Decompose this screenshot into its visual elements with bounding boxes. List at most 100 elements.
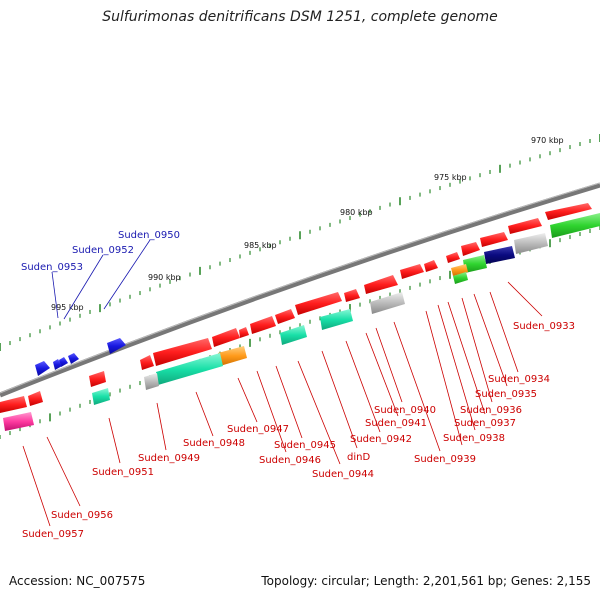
leader-line [51,271,59,319]
cog-bar [218,346,247,366]
gene-label[interactable]: Suden_0934 [488,374,550,385]
gene-arrow[interactable] [424,260,438,272]
topology-label: Topology: circular; Length: 2,201,561 bp… [261,574,591,588]
gene-label[interactable]: Suden_0957 [22,529,84,540]
gene-arrow[interactable] [400,264,424,279]
cog-bar [514,233,548,254]
gene-label[interactable]: Suden_0936 [460,405,522,416]
leader-line [375,327,403,403]
leader-line [108,417,121,464]
gene-arrow[interactable] [508,218,542,234]
gene-arrow[interactable] [68,353,79,364]
gene-label[interactable]: dinD [347,452,370,463]
cog-bar [156,353,223,385]
leader-line [321,350,358,449]
scale-label: 980 kbp [340,208,373,217]
leader-line [256,370,287,453]
gene-arrow[interactable] [480,232,508,247]
gene-label[interactable]: Suden_0945 [274,440,336,451]
leader-line [393,321,441,452]
cog-bar [144,373,159,390]
cog-bar [3,412,34,431]
scale-label: 990 kbp [148,273,181,282]
gene-arrow[interactable] [59,357,68,367]
leader-line [365,332,399,417]
cog-bar [320,309,353,330]
cog-bar [550,213,600,238]
gene-label[interactable]: Suden_0938 [443,433,505,444]
cog-bar [463,255,487,273]
forward-genes [0,203,592,413]
scale-label: 970 kbp [531,136,564,145]
leader-line [507,281,543,317]
leader-line [447,301,486,415]
forward-gene-labels: Suden_0933 Suden_0934 Suden_0935 Suden_0… [22,321,575,540]
cog-bar [92,388,110,405]
gene-arrow[interactable] [275,309,295,324]
cog-bar [370,292,405,314]
gene-label[interactable]: Suden_0946 [259,455,321,466]
gene-label[interactable]: Suden_0940 [374,405,436,416]
gene-arrow[interactable] [364,275,398,294]
cog-bar [453,272,468,284]
leader-line [237,377,258,423]
scale-labels: 970 kbp 975 kbp 980 kbp 985 kbp 990 kbp … [51,136,564,312]
leader-line [437,304,476,431]
reverse-genes [35,338,126,376]
reverse-gene-labels: Suden_0950 Suden_0952 Suden_0953 [21,230,180,273]
gene-label[interactable]: Suden_0950 [118,230,180,241]
leader-line [103,239,151,310]
gene-label[interactable]: Suden_0956 [51,510,113,521]
leader-lines [22,239,543,527]
gene-arrow[interactable] [107,338,126,354]
gene-arrow[interactable] [250,316,276,334]
genome-backbone-highlight [0,182,600,394]
gene-arrow[interactable] [295,292,342,315]
genome-backbone [0,182,600,398]
gene-label[interactable]: Suden_0948 [183,438,245,449]
leader-line [345,340,381,433]
gene-arrow[interactable] [212,328,240,347]
leader-line [489,291,519,373]
leader-line [473,293,508,387]
leader-line [275,365,303,439]
gene-arrow[interactable] [239,327,249,338]
gene-arrow[interactable] [545,203,592,220]
gene-label[interactable]: Suden_0944 [312,469,374,480]
leader-line [297,360,341,465]
map-title: Sulfurimonas denitrificans DSM 1251, com… [102,9,498,25]
gene-label[interactable]: Suden_0951 [92,467,154,478]
gene-label[interactable]: Suden_0949 [138,453,200,464]
leader-line [63,254,104,320]
gene-arrow[interactable] [28,391,43,406]
scale-label: 975 kbp [434,173,467,182]
leader-line [22,445,51,527]
gene-arrow[interactable] [0,396,27,413]
scale-label: 985 kbp [244,241,277,250]
gene-label[interactable]: Suden_0941 [365,418,427,429]
gene-label[interactable]: Suden_0953 [21,262,83,273]
leader-line [156,402,167,451]
gene-arrow[interactable] [53,359,62,370]
gene-label[interactable]: Suden_0937 [454,418,516,429]
leader-line [425,310,463,446]
gene-arrow[interactable] [344,289,360,302]
gene-arrow[interactable] [35,361,50,376]
cog-bars [3,213,600,431]
gene-arrow[interactable] [140,355,154,370]
gene-arrow[interactable] [153,338,212,366]
accession-label: Accession: NC_007575 [9,574,146,588]
gene-label[interactable]: Suden_0952 [72,245,134,256]
scale-label: 995 kbp [51,303,84,312]
gene-arrow[interactable] [461,242,480,256]
gene-label[interactable]: Suden_0935 [475,389,537,400]
gene-label[interactable]: Suden_0933 [513,321,575,332]
gene-arrow[interactable] [446,252,460,263]
gene-label[interactable]: Suden_0939 [414,454,476,465]
gene-label[interactable]: Suden_0947 [227,424,289,435]
leader-line [195,391,214,437]
leader-line [461,297,493,403]
gene-label[interactable]: Suden_0942 [350,434,412,445]
gene-arrow[interactable] [89,371,106,387]
cog-bar [484,246,515,264]
